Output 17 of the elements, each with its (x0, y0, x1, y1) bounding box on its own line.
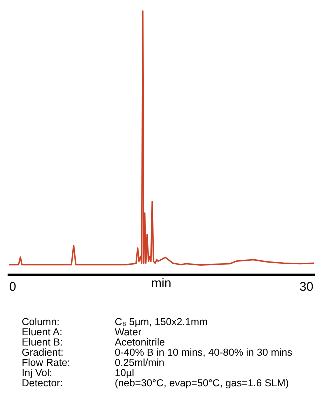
text: Flow Rate: (22, 358, 70, 366)
text: (neb=30°C, evap=50°C, gas=1.6 SLM) (116, 379, 288, 389)
text: Inj Vol: (22, 369, 52, 378)
text: 10µl (116, 369, 134, 378)
x-tick-label: 30 (300, 282, 314, 292)
text: 0-40% B in 10 mins, 40-80% in 30 mins (115, 348, 292, 358)
x-axis-title: min (152, 278, 171, 288)
text: Eluent A: (22, 328, 62, 336)
x-tick-label: 0 (10, 282, 16, 292)
text: C₈ 5µm, 150x2.1mm (116, 318, 208, 328)
text: 0.25ml/min (115, 358, 164, 366)
text: Eluent B: (22, 338, 62, 346)
text: Detector: (22, 380, 62, 387)
text: Water (115, 328, 142, 336)
text: Column: (22, 318, 59, 326)
text: Gradient: (22, 348, 63, 356)
text: Acetonitrile (115, 338, 165, 346)
